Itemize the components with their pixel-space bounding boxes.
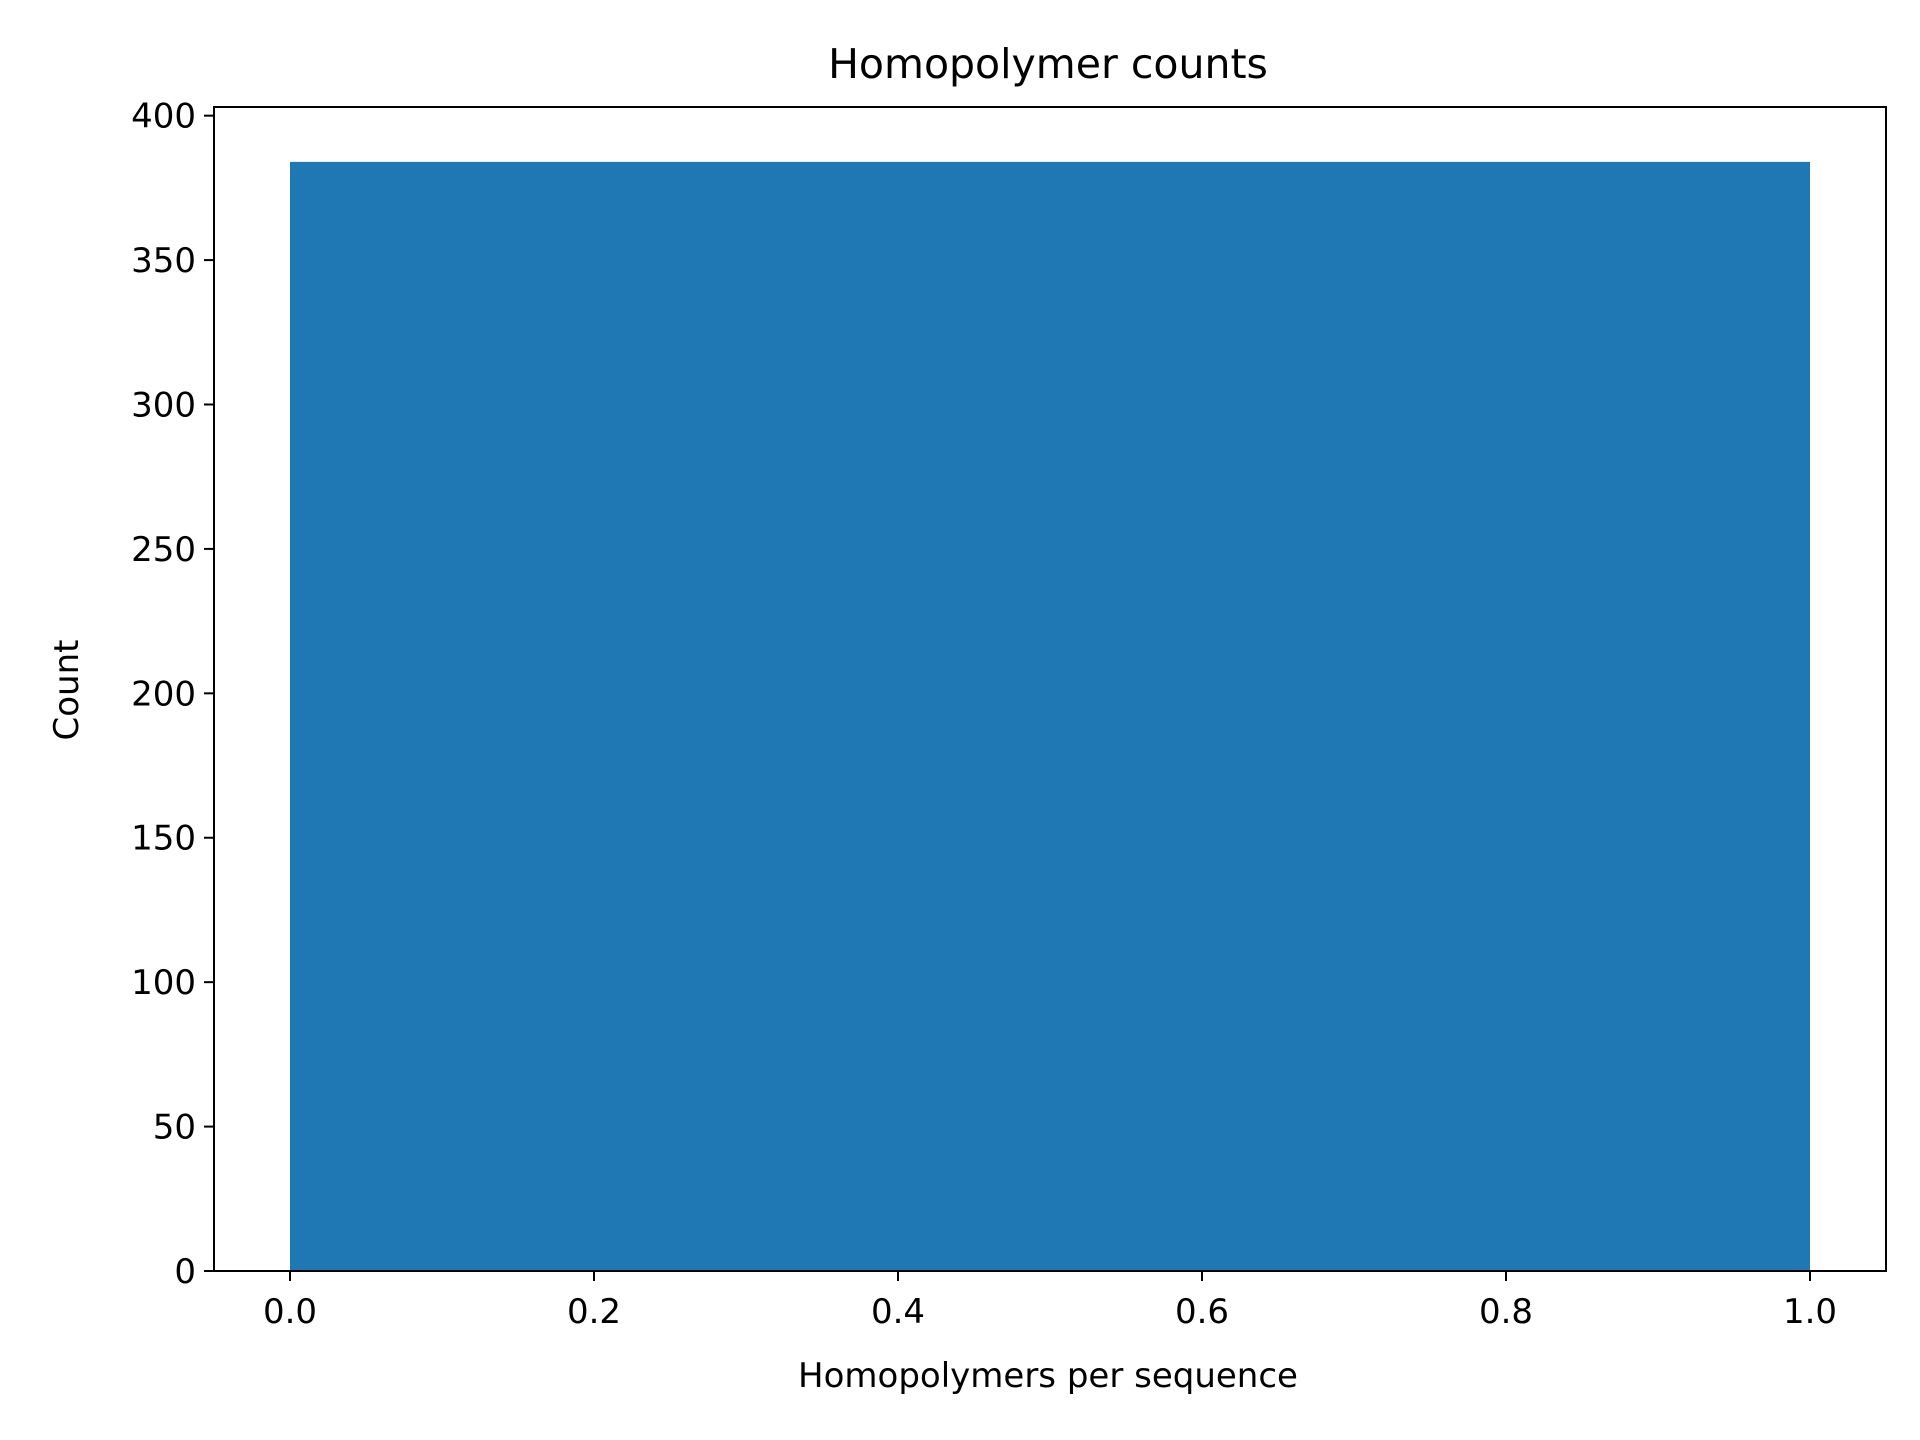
x-tick-label: 0.2 xyxy=(567,1292,621,1332)
y-tick-label: 150 xyxy=(131,819,196,859)
y-tick-label: 0 xyxy=(174,1252,196,1292)
y-axis-label: Count xyxy=(47,640,87,741)
y-tick-label: 100 xyxy=(131,963,196,1003)
y-tick-label: 300 xyxy=(131,385,196,425)
y-tick-label: 250 xyxy=(131,530,196,570)
histogram-bar-0 xyxy=(290,161,1810,1271)
y-tick-label: 50 xyxy=(153,1108,196,1148)
chart-title: Homopolymer counts xyxy=(828,40,1268,88)
x-axis-ticks: 0.0 0.2 0.4 0.6 0.8 1.0 xyxy=(263,1271,1837,1332)
x-tick-label: 1.0 xyxy=(1783,1292,1837,1332)
y-tick-label: 350 xyxy=(131,241,196,281)
x-axis-label: Homopolymers per sequence xyxy=(798,1356,1298,1396)
y-tick-label: 200 xyxy=(131,674,196,714)
x-tick-label: 0.0 xyxy=(263,1292,317,1332)
y-tick-label: 400 xyxy=(131,97,196,137)
y-axis-ticks: 0 50 100 150 200 250 300 350 400 xyxy=(131,97,214,1292)
bars-layer xyxy=(290,161,1810,1271)
x-tick-label: 0.4 xyxy=(871,1292,925,1332)
x-tick-label: 0.6 xyxy=(1175,1292,1229,1332)
x-tick-label: 0.8 xyxy=(1479,1292,1533,1332)
plot-area-frame xyxy=(213,106,1887,1272)
